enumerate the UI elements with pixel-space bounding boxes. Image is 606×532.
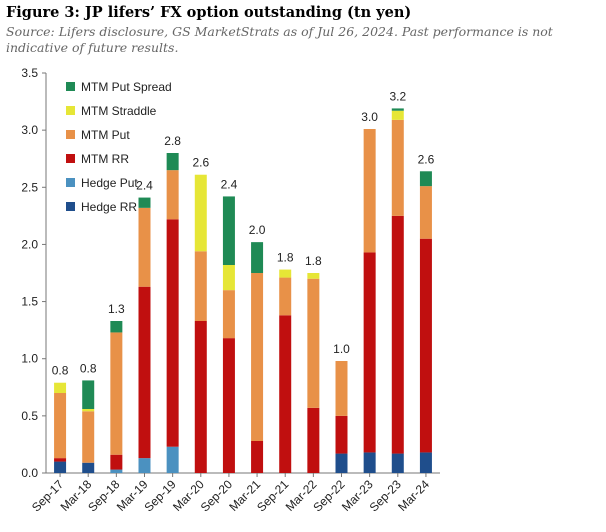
bar-segment: [194, 321, 207, 473]
legend-swatch: [66, 202, 75, 211]
bar-segment: [194, 251, 207, 321]
bar-total-label: 0.8: [80, 361, 97, 375]
bar-segment: [166, 170, 179, 220]
bar-segment: [222, 338, 235, 473]
bar-segment: [54, 382, 67, 393]
bar-segment: [335, 361, 348, 416]
bar-segment: [138, 286, 151, 459]
bar-segment: [419, 186, 432, 239]
bar-segment: [110, 321, 123, 333]
bar-segment: [363, 252, 376, 453]
bar-segment: [391, 215, 404, 454]
legend-label: MTM Put: [81, 128, 130, 142]
bar-total-label: 2.4: [221, 177, 238, 191]
y-tick-label: 3.5: [21, 66, 38, 80]
bar-segment: [82, 462, 95, 473]
legend-label: MTM Straddle: [81, 104, 157, 118]
bar-segment: [279, 277, 292, 316]
legend-swatch: [66, 82, 75, 91]
y-tick-label: 1.5: [21, 295, 38, 309]
y-tick-label: 2.0: [21, 237, 38, 251]
bar-segment: [251, 441, 264, 473]
x-tick-label: Sep-21: [254, 477, 291, 514]
bar-segment: [307, 407, 320, 473]
bar-segment: [138, 207, 151, 287]
bar-segment: [279, 315, 292, 473]
bar-segment: [391, 108, 404, 111]
bar-total-label: 0.8: [52, 364, 69, 378]
bar-segment: [391, 110, 404, 120]
bar-segment: [307, 273, 320, 279]
bar-total-label: 1.3: [108, 302, 125, 316]
bar-total-label: 1.8: [277, 251, 294, 265]
x-tick-label: Sep-20: [198, 477, 235, 514]
bar-total-label: 2.0: [249, 223, 266, 237]
bar-segment: [419, 171, 432, 187]
figure-source: Source: Lifers disclosure, GS MarketStra…: [6, 24, 553, 55]
x-tick-label: Sep-22: [310, 477, 347, 514]
y-tick-label: 2.5: [21, 180, 38, 194]
bar-total-label: 2.4: [136, 179, 153, 193]
bar-segment: [82, 380, 95, 409]
bar-total-label: 3.0: [361, 110, 378, 124]
bar-segment: [138, 458, 151, 473]
bar-segment: [419, 452, 432, 473]
bar-segment: [391, 119, 404, 216]
bar-segment: [166, 153, 179, 171]
x-tick-label: Sep-17: [29, 477, 66, 514]
legend-label: Hedge RR: [81, 200, 137, 214]
legend-label: MTM Put Spread: [81, 80, 172, 94]
legend-swatch: [66, 178, 75, 187]
bar-total-label: 3.2: [389, 89, 406, 103]
bar-segment: [222, 265, 235, 291]
bar-segment: [363, 452, 376, 473]
bar-segment: [166, 446, 179, 473]
bar-segment: [54, 393, 67, 459]
x-tick-label: Sep-23: [367, 477, 404, 514]
bar-segment: [138, 197, 151, 208]
y-tick-label: 0.0: [21, 466, 38, 480]
bar-segment: [307, 278, 320, 408]
bar-total-label: 1.8: [305, 254, 322, 268]
bar-segment: [251, 273, 264, 441]
bar-segment: [279, 269, 292, 278]
bar-segment: [110, 454, 123, 470]
bar-segment: [335, 453, 348, 473]
legend-label: MTM RR: [81, 152, 129, 166]
bar-segment: [54, 458, 67, 462]
bar-segment: [391, 453, 404, 473]
bar-segment: [110, 469, 123, 473]
bar-segment: [222, 290, 235, 339]
bar-total-label: 2.8: [164, 134, 181, 148]
y-tick-label: 0.5: [21, 409, 38, 423]
bar-segment: [251, 242, 264, 273]
y-tick-label: 1.0: [21, 352, 38, 366]
bar-segment: [222, 196, 235, 265]
bar-segment: [82, 411, 95, 463]
bar-segment: [166, 219, 179, 447]
bar-segment: [110, 332, 123, 455]
x-tick-label: Sep-18: [85, 477, 122, 514]
bar-segment: [82, 409, 95, 412]
bar-total-label: 2.6: [418, 152, 435, 166]
y-tick-label: 3.0: [21, 123, 38, 137]
x-tick-label: Mar-24: [395, 477, 432, 514]
x-tick-label: Sep-19: [141, 477, 178, 514]
bar-segment: [335, 415, 348, 454]
legend-swatch: [66, 154, 75, 163]
bar-segment: [363, 129, 376, 253]
bar-segment: [419, 238, 432, 453]
legend-label: Hedge Put: [81, 176, 138, 190]
bar-segment: [54, 461, 67, 473]
bar-segment: [194, 174, 207, 252]
bar-total-label: 1.0: [333, 342, 350, 356]
legend-swatch: [66, 106, 75, 115]
bar-total-label: 2.6: [192, 156, 209, 170]
figure-title: Figure 3: JP lifers’ FX option outstandi…: [6, 4, 412, 21]
legend-swatch: [66, 130, 75, 139]
